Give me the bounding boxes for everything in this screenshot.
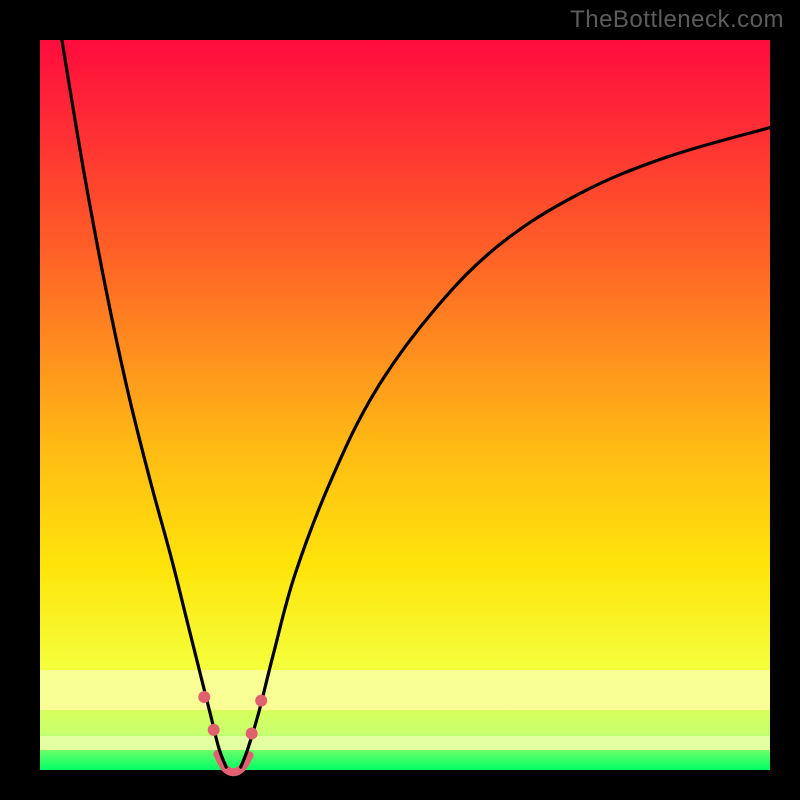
marker-dot-left-0 [198, 691, 210, 703]
curve-right [241, 128, 770, 767]
marker-dot-right-0 [246, 728, 258, 740]
marker-dot-left-1 [208, 724, 220, 736]
curve-left [62, 40, 226, 767]
curves-layer [0, 0, 800, 800]
marker-dot-right-1 [255, 695, 267, 707]
watermark: TheBottleneck.com [570, 6, 784, 34]
